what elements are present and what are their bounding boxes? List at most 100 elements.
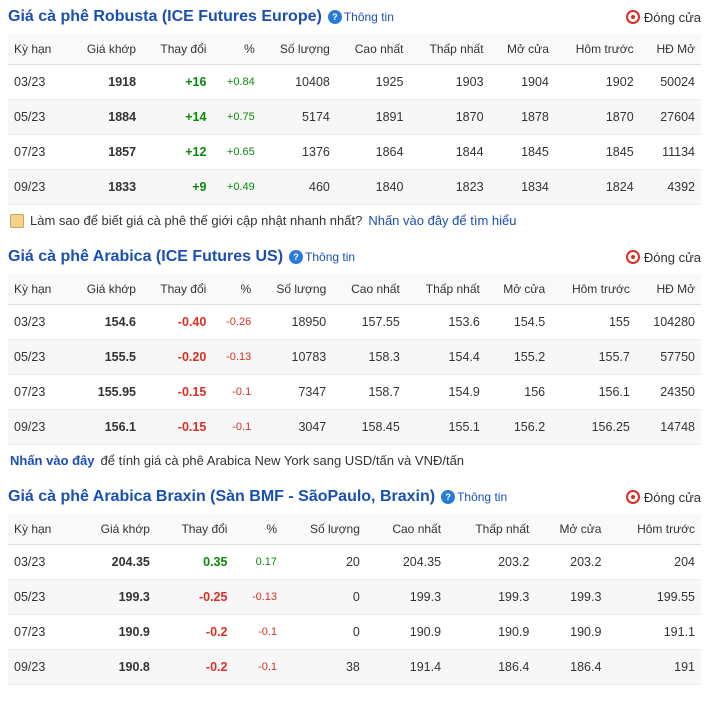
cell-change: +14: [142, 100, 212, 135]
market-status: Đóng cửa: [626, 10, 701, 25]
cell-pct: -0.1: [212, 375, 257, 410]
cell-vol: 1376: [261, 135, 336, 170]
cell-high: 158.45: [332, 410, 406, 445]
column-header: HĐ Mở: [640, 34, 701, 65]
cell-term: 07/23: [8, 615, 74, 650]
column-header: %: [212, 274, 257, 305]
info-link[interactable]: ?Thông tin: [289, 250, 355, 264]
column-header: Số lượng: [261, 34, 336, 65]
column-header: Cao nhất: [366, 514, 447, 545]
cell-price: 1884: [68, 100, 142, 135]
table-row: 05/23199.3-0.25-0.130199.3199.3199.3199.…: [8, 580, 701, 615]
column-header: Số lượng: [257, 274, 332, 305]
cell-vol: 460: [261, 170, 336, 205]
cell-vol: 18950: [257, 305, 332, 340]
column-header: Giá khớp: [68, 34, 142, 65]
info-link[interactable]: ?Thông tin: [328, 10, 394, 24]
cell-price: 190.8: [74, 650, 156, 685]
note-icon: [10, 214, 24, 228]
question-icon: ?: [328, 10, 342, 24]
note-text: Làm sao để biết giá cà phê thế giới cập …: [30, 213, 362, 228]
cell-low: 190.9: [447, 615, 535, 650]
column-header: Thay đổi: [142, 34, 212, 65]
cell-low: 186.4: [447, 650, 535, 685]
column-header: Thấp nhất: [447, 514, 535, 545]
cell-term: 05/23: [8, 100, 68, 135]
cell-high: 1840: [336, 170, 410, 205]
closed-icon: [626, 490, 640, 504]
cell-pct: 0.17: [233, 545, 283, 580]
cell-vol: 20: [283, 545, 366, 580]
column-header: Cao nhất: [336, 34, 410, 65]
cell-change: -0.20: [142, 340, 212, 375]
cell-term: 03/23: [8, 545, 74, 580]
cell-oi: 27604: [640, 100, 701, 135]
cell-change: +12: [142, 135, 212, 170]
cell-pct: +0.49: [212, 170, 260, 205]
note-link[interactable]: Nhấn vào đây để tìm hiểu: [368, 213, 516, 228]
cell-low: 154.9: [406, 375, 486, 410]
cell-oi: 24350: [636, 375, 701, 410]
table-row: 05/231884+14+0.7551741891187018781870276…: [8, 100, 701, 135]
cell-change: +16: [142, 65, 212, 100]
cell-term: 03/23: [8, 65, 68, 100]
table-row: 03/231918+16+0.8410408192519031904190250…: [8, 65, 701, 100]
column-header: Kỳ hạn: [8, 34, 68, 65]
cell-price: 1833: [68, 170, 142, 205]
info-link[interactable]: ?Thông tin: [441, 490, 507, 504]
cell-pct: +0.84: [212, 65, 260, 100]
price-section: Giá cà phê Robusta (ICE Futures Europe)?…: [8, 8, 701, 236]
cell-vol: 0: [283, 615, 366, 650]
section-title-wrap: Giá cà phê Robusta (ICE Futures Europe)?…: [8, 8, 394, 26]
column-header: Cao nhất: [332, 274, 406, 305]
cell-oi: 104280: [636, 305, 701, 340]
cell-term: 03/23: [8, 305, 68, 340]
section-header: Giá cà phê Robusta (ICE Futures Europe)?…: [8, 8, 701, 26]
closed-icon: [626, 250, 640, 264]
cell-low: 1844: [409, 135, 489, 170]
cell-high: 1925: [336, 65, 410, 100]
cell-open: 155.2: [486, 340, 551, 375]
cell-open: 154.5: [486, 305, 551, 340]
cell-oi: 57750: [636, 340, 701, 375]
cell-prev: 1824: [555, 170, 640, 205]
cell-high: 204.35: [366, 545, 447, 580]
note-text: để tính giá cà phê Arabica New York sang…: [101, 453, 465, 468]
column-header: Hôm trước: [551, 274, 636, 305]
cell-low: 1903: [409, 65, 489, 100]
cell-open: 1878: [490, 100, 555, 135]
cell-open: 1834: [490, 170, 555, 205]
section-title: Giá cà phê Arabica Braxin (Sàn BMF - São…: [8, 488, 435, 506]
column-header: Mở cửa: [490, 34, 555, 65]
cell-open: 156: [486, 375, 551, 410]
cell-change: -0.2: [156, 615, 234, 650]
cell-prev: 204: [607, 545, 701, 580]
section-header: Giá cà phê Arabica Braxin (Sàn BMF - São…: [8, 488, 701, 506]
question-icon: ?: [441, 490, 455, 504]
table-row: 03/23154.6-0.40-0.2618950157.55153.6154.…: [8, 305, 701, 340]
cell-high: 157.55: [332, 305, 406, 340]
cell-prev: 155: [551, 305, 636, 340]
note-link[interactable]: Nhấn vào đây: [10, 453, 95, 468]
market-status: Đóng cửa: [626, 490, 701, 505]
section-title: Giá cà phê Robusta (ICE Futures Europe): [8, 8, 322, 26]
cell-vol: 10783: [257, 340, 332, 375]
column-header: Thấp nhất: [406, 274, 486, 305]
market-status: Đóng cửa: [626, 250, 701, 265]
cell-prev: 191: [607, 650, 701, 685]
table-row: 05/23155.5-0.20-0.1310783158.3154.4155.2…: [8, 340, 701, 375]
cell-oi: 11134: [640, 135, 701, 170]
cell-vol: 38: [283, 650, 366, 685]
cell-price: 156.1: [68, 410, 142, 445]
column-header: HĐ Mở: [636, 274, 701, 305]
column-header: Hôm trước: [555, 34, 640, 65]
info-label: Thông tin: [344, 10, 394, 24]
cell-pct: +0.75: [212, 100, 260, 135]
cell-high: 199.3: [366, 580, 447, 615]
column-header: Kỳ hạn: [8, 274, 68, 305]
info-label: Thông tin: [305, 250, 355, 264]
cell-change: -0.2: [156, 650, 234, 685]
cell-low: 199.3: [447, 580, 535, 615]
cell-low: 155.1: [406, 410, 486, 445]
cell-price: 204.35: [74, 545, 156, 580]
